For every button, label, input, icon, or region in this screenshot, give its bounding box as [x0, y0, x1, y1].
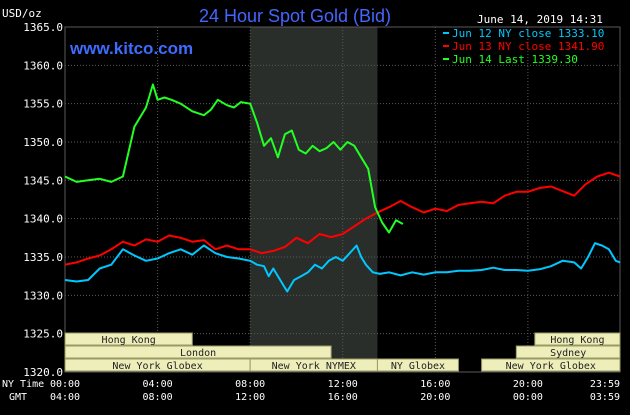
x-tick-label-ny: 23:59 — [590, 379, 620, 390]
y-tick-label: 1340.0 — [23, 213, 63, 226]
legend-entry: Jun 12 NY close 1333.10 — [452, 27, 604, 40]
x-tick-label-gmt: 00:00 — [513, 392, 543, 403]
y-tick-label: 1355.0 — [23, 98, 63, 111]
session-label: Hong Kong — [550, 335, 604, 346]
x-tick-label-ny: 00:00 — [50, 379, 80, 390]
x-tick-label-ny: 16:00 — [420, 379, 450, 390]
y-tick-label: 1350.0 — [23, 136, 63, 149]
session-label: New York Globex — [506, 361, 596, 372]
session-bar — [64, 332, 193, 346]
session-label: Hong Kong — [102, 335, 156, 346]
x-tick-label-gmt: 03:59 — [590, 392, 620, 403]
price-line-series-2 — [64, 171, 621, 266]
y-tick-label: 1330.0 — [23, 289, 63, 302]
session-bar — [515, 345, 621, 359]
y-tick-label: 1335.0 — [23, 251, 63, 264]
session-label: Sydney — [550, 348, 586, 359]
y-tick-label: 1320.0 — [23, 366, 63, 379]
price-line-series-1 — [64, 242, 621, 293]
watermark-text: www.kitco.com — [69, 39, 193, 58]
session-label: NY Globex — [391, 361, 445, 372]
x-tick-label-ny: 12:00 — [328, 379, 358, 390]
session-bar — [376, 358, 459, 372]
session-bar — [534, 332, 621, 346]
x-tick-label-gmt: 04:00 — [50, 392, 80, 403]
x-tick-label-gmt: 08:00 — [143, 392, 173, 403]
legend-entry: Jun 13 NY close 1341.90 — [452, 40, 604, 53]
unit-label: USD/oz — [2, 7, 42, 20]
gmt-label: GMT — [9, 392, 27, 403]
chart-title: 24 Hour Spot Gold (Bid) — [199, 6, 391, 26]
plot-border — [64, 26, 621, 373]
session-bar — [64, 345, 332, 359]
x-tick-label-gmt: 20:00 — [420, 392, 450, 403]
session-bar — [481, 358, 621, 372]
timestamp: June 14, 2019 14:31 — [477, 13, 603, 26]
x-tick-label-ny: 20:00 — [513, 379, 543, 390]
session-label: New York NYMEX — [272, 361, 356, 372]
x-tick-label-gmt: 16:00 — [328, 392, 358, 403]
y-tick-label: 1360.0 — [23, 59, 63, 72]
x-tick-label-ny: 04:00 — [143, 379, 173, 390]
nymex-session-shade — [250, 27, 378, 372]
session-label: New York Globex — [112, 361, 202, 372]
x-tick-label-ny: 08:00 — [235, 379, 265, 390]
ny-time-label: NY Time — [2, 379, 44, 390]
session-label: London — [180, 348, 216, 359]
legend-entry: Jun 14 Last 1339.30 — [452, 53, 578, 66]
x-tick-label-gmt: 12:00 — [235, 392, 265, 403]
y-tick-label: 1365.0 — [23, 21, 63, 34]
price-line-series-3 — [64, 83, 404, 234]
y-tick-label: 1345.0 — [23, 174, 63, 187]
y-tick-label: 1325.0 — [23, 328, 63, 341]
